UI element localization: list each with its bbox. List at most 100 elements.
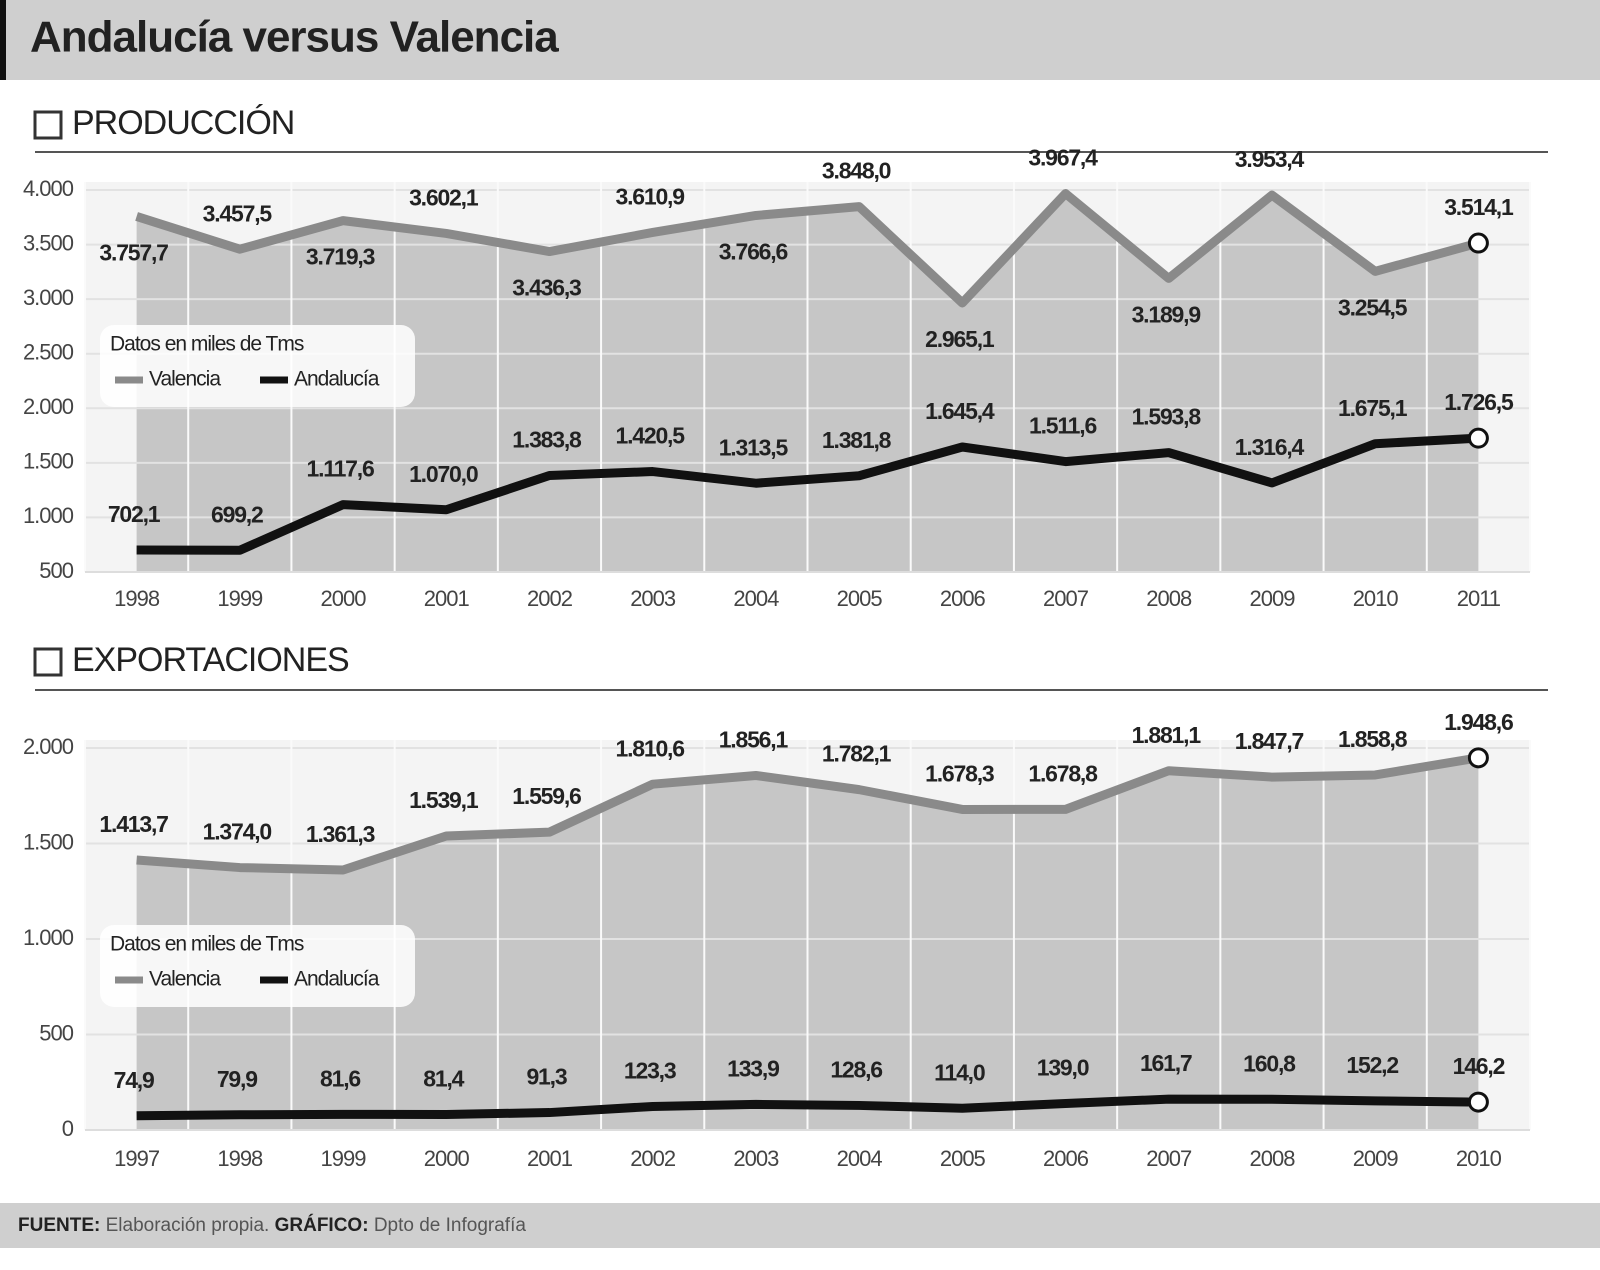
footer-graphic: Dpto de Infografía: [374, 1215, 527, 1236]
value-label: 3.848,0: [822, 158, 891, 184]
value-label: 3.514,1: [1444, 194, 1514, 220]
series-line: [136, 433, 1479, 555]
y-tick-label: 3.000: [23, 285, 74, 310]
x-tick-label: 2007: [1043, 586, 1089, 611]
value-label: 1.381,8: [822, 427, 892, 453]
value-label: 91,3: [526, 1064, 566, 1090]
title: Andalucía versus Valencia: [30, 13, 559, 62]
value-label: 3.254,5: [1338, 294, 1408, 320]
value-label: 139,0: [1037, 1055, 1089, 1081]
value-label: 152,2: [1346, 1052, 1398, 1078]
x-tick-label: 2002: [527, 586, 573, 611]
value-label: 1.316,4: [1235, 434, 1305, 460]
value-label: 3.610,9: [616, 184, 685, 210]
x-tick-label: 1999: [321, 1146, 367, 1171]
y-tick-label: 500: [39, 558, 73, 583]
legend: Datos en miles de Tms Valencia Andalucía: [100, 925, 415, 1007]
value-label: 1.810,6: [616, 735, 685, 761]
x-tick-label: 2009: [1249, 586, 1295, 611]
value-label: 1.858,8: [1338, 726, 1408, 752]
value-label: 1.881,1: [1132, 722, 1202, 748]
x-tick-label: 2005: [940, 1146, 986, 1171]
x-tick-label: 2002: [630, 1146, 676, 1171]
value-label: 79,9: [217, 1066, 257, 1092]
x-tick-label: 2010: [1456, 1146, 1502, 1171]
x-tick-label: 2000: [424, 1146, 470, 1171]
section-icon: [33, 647, 63, 677]
value-label: 146,2: [1453, 1053, 1505, 1079]
value-label: 1.383,8: [512, 427, 582, 453]
legend-box: [100, 925, 415, 1007]
x-tick-label: 2008: [1249, 1146, 1295, 1171]
value-label: 1.361,3: [306, 821, 375, 847]
legend-label: Valencia: [149, 368, 221, 391]
y-tick-label: 2.500: [23, 340, 74, 365]
value-label: 1.948,6: [1444, 709, 1513, 735]
legend: Datos en miles de Tms Valencia Andalucía: [100, 325, 415, 407]
x-tick-label: 1997: [114, 1146, 160, 1171]
x-tick-label: 2001: [527, 1146, 573, 1171]
value-label: 1.374,0: [203, 819, 272, 845]
value-label: 1.675,1: [1338, 395, 1408, 421]
value-label: 123,3: [624, 1058, 676, 1084]
y-tick-label: 1.500: [23, 829, 74, 854]
value-label: 1.070,0: [409, 461, 478, 487]
x-tick-label: 1998: [114, 586, 160, 611]
value-label: 1.726,5: [1444, 389, 1514, 415]
series-line: [135, 189, 1480, 308]
value-label: 1.856,1: [719, 727, 789, 753]
footer: FUENTE: Elaboración propia. GRÁFICO: Dpt…: [18, 1214, 526, 1236]
value-label: 702,1: [108, 501, 161, 527]
value-label: 2.965,1: [925, 326, 995, 352]
x-tick-label: 2008: [1146, 586, 1192, 611]
x-tick-label: 2006: [1043, 1146, 1089, 1171]
value-label: 3.953,4: [1235, 146, 1305, 172]
header-band: [0, 0, 1600, 80]
value-label: 1.645,4: [925, 398, 995, 424]
y-tick-label: 1.000: [23, 925, 74, 950]
value-label: 3.757,7: [99, 240, 168, 266]
x-tick-label: 2011: [1457, 586, 1501, 611]
y-tick-label: 3.500: [23, 230, 74, 255]
value-label: 133,9: [727, 1056, 779, 1082]
header-accent: [0, 0, 6, 80]
footer-band: [0, 1203, 1600, 1248]
value-label: 3.189,9: [1132, 301, 1201, 327]
value-label: 699,2: [211, 501, 263, 527]
y-tick-label: 4.000: [23, 176, 74, 201]
x-tick-label: 2004: [837, 1146, 883, 1171]
value-label: 1.413,7: [99, 811, 168, 837]
x-tick-label: 1998: [217, 1146, 263, 1171]
legend-title: Datos en miles de Tms: [110, 333, 304, 356]
value-label: 1.847,7: [1235, 728, 1304, 754]
value-label: 1.678,3: [925, 761, 994, 787]
value-label: 74,9: [114, 1067, 154, 1093]
x-tick-label: 2003: [630, 586, 676, 611]
legend-label: Valencia: [149, 968, 221, 991]
x-tick-label: 2007: [1146, 1146, 1192, 1171]
value-label: 1.313,5: [719, 434, 789, 460]
end-marker: [1467, 747, 1489, 769]
section-icon: [33, 110, 63, 140]
value-label: 3.457,5: [203, 200, 273, 226]
x-tick-label: 2009: [1353, 1146, 1399, 1171]
x-tick-label: 2006: [940, 586, 986, 611]
x-tick-label: 2004: [733, 586, 779, 611]
end-marker: [1467, 1091, 1489, 1113]
value-label: 3.436,3: [512, 275, 581, 301]
legend-title: Datos en miles de Tms: [110, 933, 304, 956]
x-tick-label: 2010: [1353, 586, 1399, 611]
value-label: 3.967,4: [1028, 145, 1098, 171]
value-label: 81,6: [320, 1065, 360, 1091]
x-tick-label: 2005: [837, 586, 883, 611]
section-title: PRODUCCIÓN: [72, 104, 294, 142]
footer-source-label: FUENTE:: [18, 1215, 100, 1236]
value-label: 1.511,6: [1029, 413, 1096, 439]
value-label: 1.678,8: [1028, 760, 1098, 786]
x-tick-label: 2000: [321, 586, 367, 611]
value-label: 1.593,8: [1132, 404, 1202, 430]
end-marker: [1467, 232, 1489, 254]
value-label: 161,7: [1140, 1050, 1192, 1076]
value-label: 1.559,6: [512, 783, 581, 809]
value-label: 3.602,1: [409, 185, 479, 211]
